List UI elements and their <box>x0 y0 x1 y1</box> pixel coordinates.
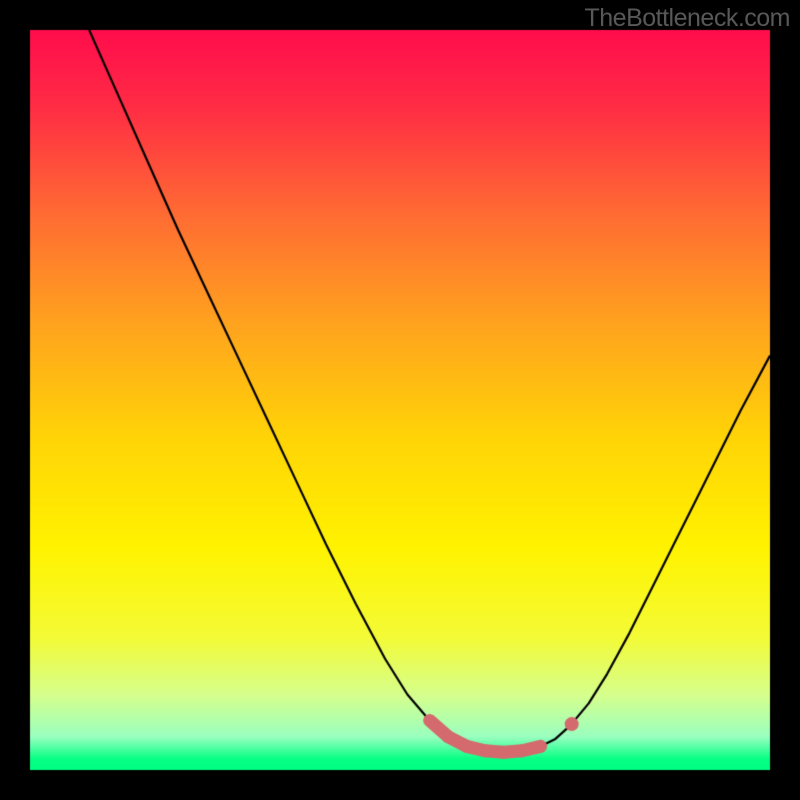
watermark-text: TheBottleneck.com <box>585 4 791 33</box>
chart-stage: TheBottleneck.com <box>0 0 800 800</box>
bottleneck-curve-chart <box>0 0 800 800</box>
